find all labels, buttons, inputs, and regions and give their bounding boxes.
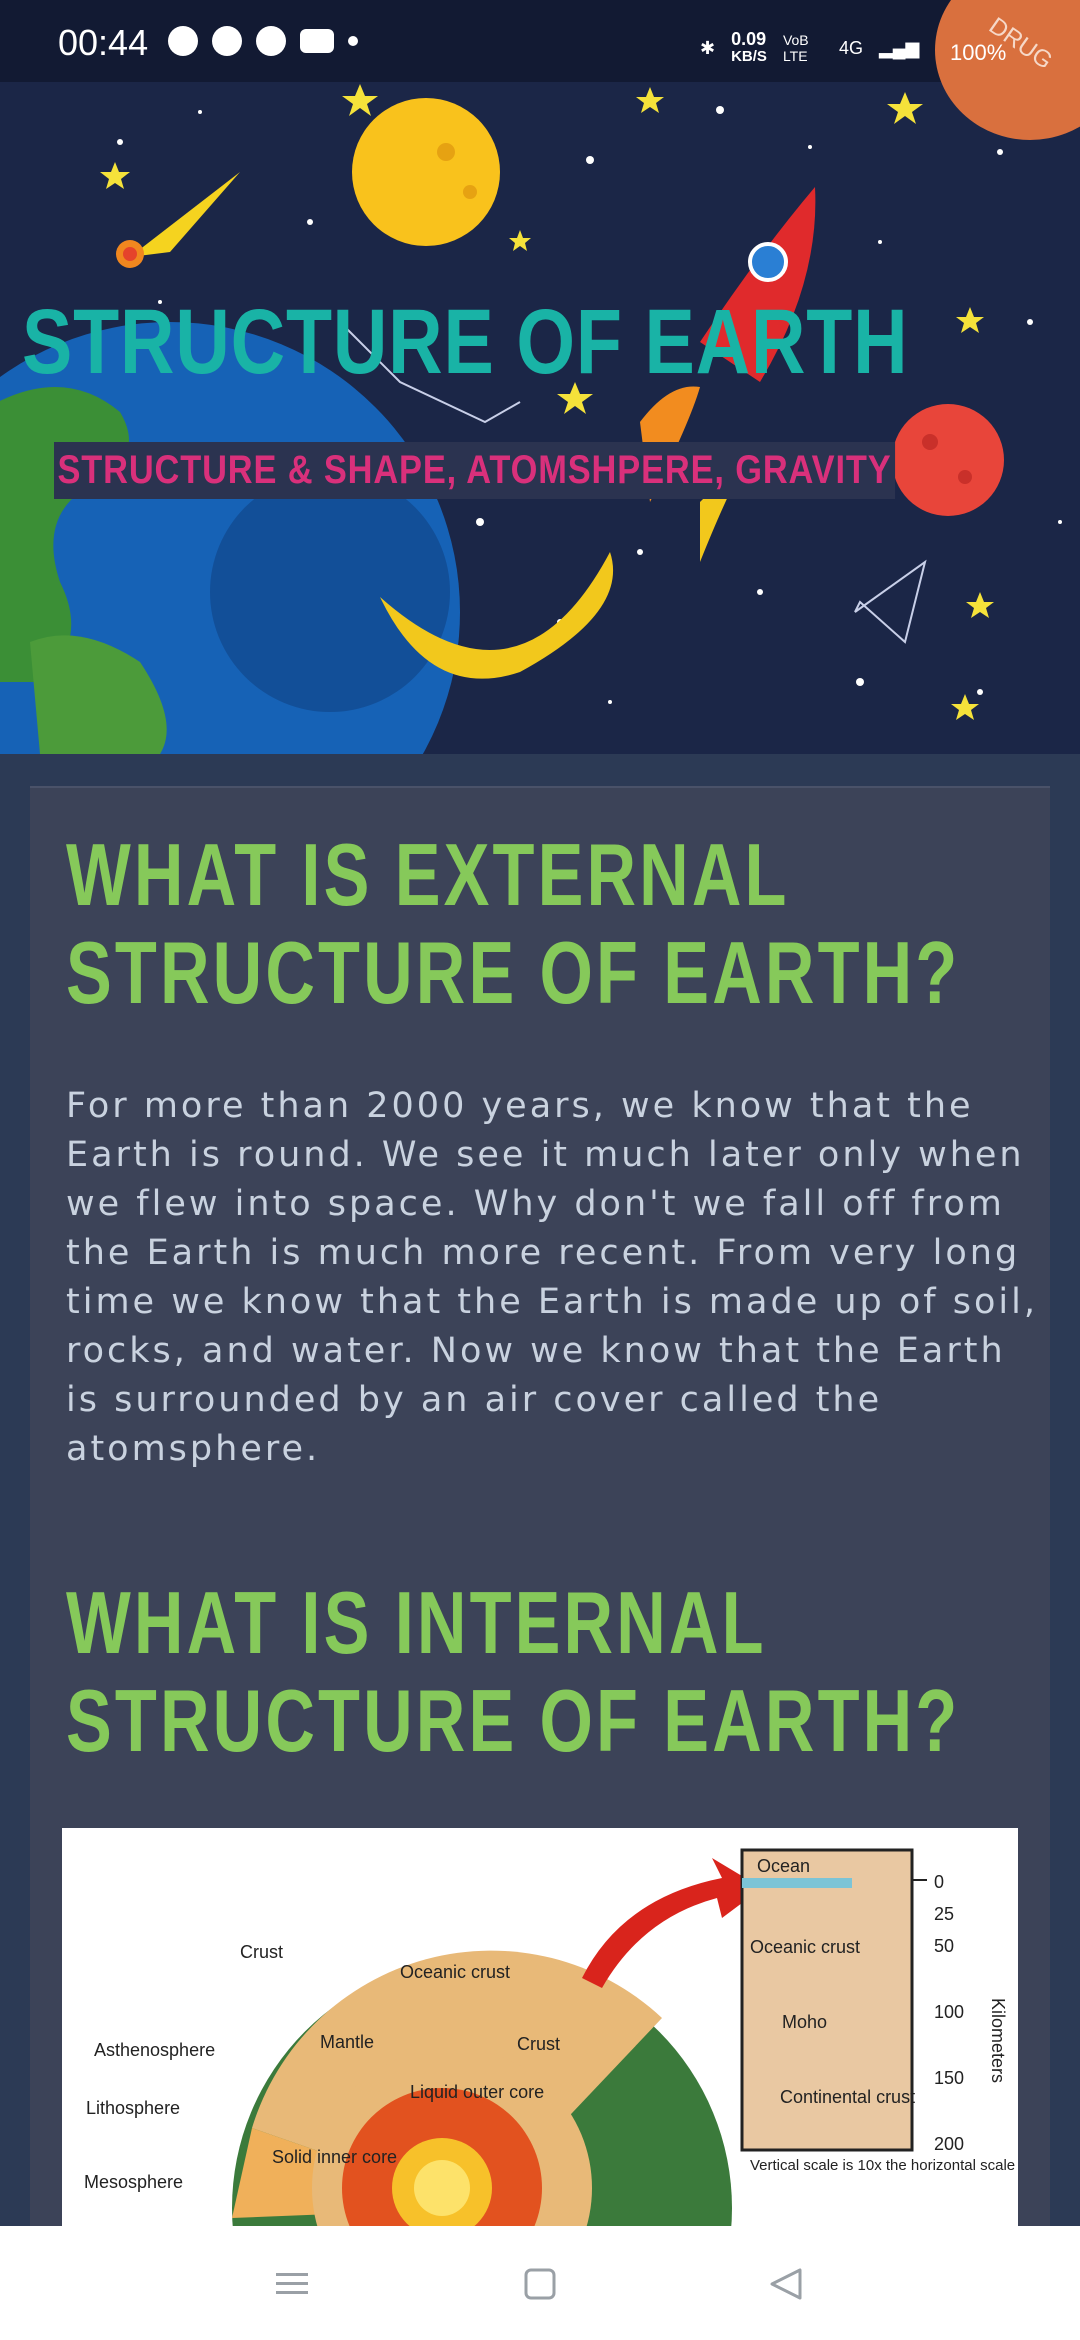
label-continental-crust: Continental crust bbox=[780, 2087, 915, 2107]
tick-200: 200 bbox=[934, 2134, 964, 2154]
carrier-label: VoB LTE bbox=[782, 32, 809, 64]
comet bbox=[130, 172, 240, 257]
external-structure-heading: WHAT IS EXTERNAL STRUCTURE OF EARTH? bbox=[66, 825, 961, 1022]
label-solid-inner-core: Solid inner core bbox=[272, 2147, 397, 2167]
hero-subtitle: STRUCTURE & SHAPE, ATOMSHPERE, GRAVITY bbox=[54, 442, 896, 499]
label-moho: Moho bbox=[782, 2012, 827, 2032]
label-ocean: Ocean bbox=[757, 1856, 810, 1876]
back-button[interactable] bbox=[764, 2262, 808, 2306]
pinterest-icon bbox=[256, 26, 286, 56]
network-type: 4G bbox=[838, 37, 863, 58]
notification-icons bbox=[168, 26, 358, 56]
label-kilometers: Kilometers bbox=[988, 1998, 1008, 2083]
youtube-icon bbox=[300, 29, 334, 53]
speed-value: 0.09 bbox=[731, 29, 767, 49]
earth-layers-diagram: Crust Oceanic crust Mantle Crust Astheno… bbox=[62, 1828, 1018, 2258]
label-inset-oceanic-crust: Oceanic crust bbox=[750, 1937, 860, 1957]
moon bbox=[352, 98, 500, 246]
tick-50: 50 bbox=[934, 1936, 954, 1956]
speed-unit: KB/S bbox=[731, 48, 767, 65]
label-oceanic-crust: Oceanic crust bbox=[400, 1962, 510, 1982]
status-time: 00:44 bbox=[58, 22, 149, 63]
system-navigation-bar bbox=[0, 2226, 1080, 2340]
label-mantle: Mantle bbox=[320, 2032, 374, 2052]
signal-icon: ▂▄▆ bbox=[878, 37, 920, 58]
status-right: ✱ 0.09 KB/S VoB LTE 4G ▂▄▆ bbox=[700, 30, 919, 66]
tick-150: 150 bbox=[934, 2068, 964, 2088]
label-asthenosphere: Asthenosphere bbox=[94, 2040, 215, 2060]
content-card: WHAT IS EXTERNAL STRUCTURE OF EARTH? For… bbox=[30, 786, 1050, 2258]
label-lithosphere: Lithosphere bbox=[86, 2098, 180, 2118]
label-mesosphere: Mesosphere bbox=[84, 2172, 183, 2192]
ring-notification-icon bbox=[168, 26, 198, 56]
hero-title: STRUCTURE OF EARTH bbox=[22, 291, 909, 393]
more-notifications-dot-icon bbox=[348, 36, 358, 46]
tick-100: 100 bbox=[934, 2002, 964, 2022]
facebook-icon bbox=[212, 26, 242, 56]
space-illustration bbox=[0, 84, 1062, 754]
tick-25: 25 bbox=[934, 1904, 954, 1924]
rocket-trail bbox=[380, 552, 614, 679]
menu-icon bbox=[276, 2273, 308, 2294]
label-crust-2: Crust bbox=[517, 2034, 560, 2054]
earth-layers-illustration: Crust Oceanic crust Mantle Crust Astheno… bbox=[84, 1848, 1015, 2258]
menu-button[interactable] bbox=[270, 2262, 314, 2306]
internal-structure-heading: WHAT IS INTERNAL STRUCTURE OF EARTH? bbox=[66, 1573, 961, 1770]
status-bar: 00:44 ✱ 0.09 KB/S VoB LTE 4G ▂▄▆ DRUG 10… bbox=[0, 0, 1080, 140]
home-button[interactable] bbox=[518, 2262, 562, 2306]
label-crust: Crust bbox=[240, 1942, 283, 1962]
stars bbox=[117, 106, 1062, 704]
back-triangle-icon bbox=[770, 2268, 802, 2300]
home-square-icon bbox=[524, 2268, 556, 2300]
mars bbox=[892, 404, 1004, 516]
label-liquid-outer-core: Liquid outer core bbox=[410, 2082, 544, 2102]
external-structure-paragraph: For more than 2000 years, we know that t… bbox=[66, 1086, 1038, 1469]
hero-banner: STRUCTURE OF EARTH STRUCTURE & SHAPE, AT… bbox=[0, 82, 1080, 754]
tick-0: 0 bbox=[934, 1872, 944, 1892]
network-speed: 0.09 KB/S bbox=[731, 30, 767, 66]
label-scale-note: Vertical scale is 10x the horizontal sca… bbox=[750, 2157, 1015, 2174]
battery-level: 100% bbox=[950, 40, 1007, 65]
bluetooth-icon: ✱ bbox=[700, 37, 716, 58]
